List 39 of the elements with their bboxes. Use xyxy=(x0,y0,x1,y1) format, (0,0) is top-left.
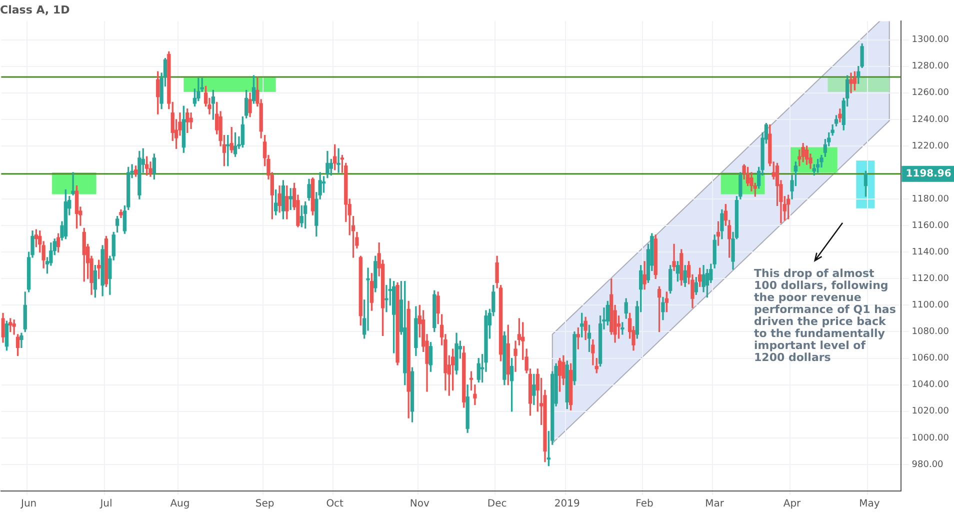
x-tick-label: Apr xyxy=(783,498,802,510)
y-tick-label: 1000.00 xyxy=(912,433,950,444)
x-tick-label: Jul xyxy=(99,498,112,510)
y-tick-label: 1180.00 xyxy=(912,194,950,204)
x-tick-label: Sep xyxy=(255,498,274,510)
y-tick-label: 1080.00 xyxy=(912,327,950,338)
y-tick-label: 1240.00 xyxy=(912,114,950,125)
candlestick xyxy=(12,319,16,335)
annotation: This drop of almost 100 dollars, following the poor revenue performance of Q1 has driven the price back to the fundamentally important level of 1200 dollars xyxy=(754,267,896,364)
candlestick xyxy=(336,148,340,173)
x-tick-label: Jun xyxy=(20,498,37,510)
y-tick-label: 1100.00 xyxy=(912,300,950,311)
y-tick-label: 1120.00 xyxy=(912,274,950,284)
y-tick-label: 1040.00 xyxy=(912,380,950,390)
y-tick-label: 1220.00 xyxy=(912,141,950,152)
chart-title: Class A, 1D xyxy=(0,3,70,16)
candlestick xyxy=(71,172,75,196)
candlestick xyxy=(473,384,477,406)
x-tick-label: Feb xyxy=(636,498,654,510)
y-tick-label: 1060.00 xyxy=(912,354,950,364)
y-tick-label: 1260.00 xyxy=(912,88,950,98)
x-tick-label: Mar xyxy=(705,498,725,510)
x-tick-label: May xyxy=(859,498,880,510)
candlestick xyxy=(672,244,676,272)
candlestick xyxy=(366,268,370,331)
x-tick-label: 2019 xyxy=(554,498,580,510)
x-tick-label: Nov xyxy=(410,498,430,510)
y-tick-label: 1300.00 xyxy=(912,35,950,46)
candlestick xyxy=(514,340,518,372)
y-tick-label: 980.00 xyxy=(912,460,944,470)
y-tick-label: 1020.00 xyxy=(912,406,950,417)
y-tick-label: 1160.00 xyxy=(912,220,950,231)
candlestick xyxy=(849,72,853,94)
x-tick-label: Dec xyxy=(487,498,507,510)
x-tick-label: Aug xyxy=(170,498,190,510)
ref-line-label: 1198.96 xyxy=(906,168,952,180)
y-tick-label: 1280.00 xyxy=(912,62,950,72)
y-tick-label: 1140.00 xyxy=(912,247,950,258)
x-tick-label: Oct xyxy=(326,498,344,510)
